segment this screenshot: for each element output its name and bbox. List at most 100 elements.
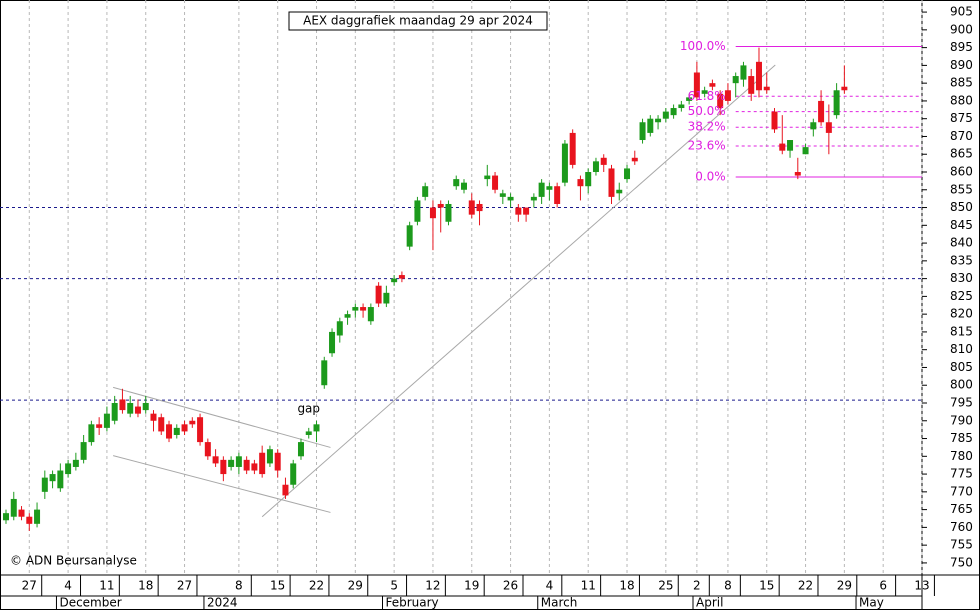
candle-body: [818, 100, 825, 123]
fib-label: 50.0%: [688, 104, 726, 118]
candle-body: [825, 122, 832, 133]
candle-body: [422, 186, 429, 197]
candle-body: [709, 83, 716, 87]
y-tick-label: 795: [950, 395, 973, 409]
candle-body: [608, 168, 615, 197]
candle-body: [437, 203, 444, 208]
overlays: [0, 46, 922, 518]
candle-body: [569, 132, 576, 165]
trend-line: [261, 64, 776, 518]
x-tick-label: 27: [177, 579, 192, 593]
candle-body: [639, 122, 646, 141]
candle-body: [103, 413, 110, 428]
candle-body: [499, 193, 506, 197]
chart-title: AEX daggrafiek maandag 29 apr 2024: [303, 14, 533, 28]
y-tick-label: 830: [950, 271, 973, 285]
candle-body: [484, 175, 491, 180]
fib-label: 0.0%: [695, 169, 726, 183]
candle-body: [678, 104, 685, 109]
candle-body: [204, 442, 211, 457]
candle-body: [732, 76, 739, 84]
candle-body: [142, 402, 149, 411]
y-tick-label: 840: [950, 236, 973, 250]
y-tick-label: 815: [950, 324, 973, 338]
candle-body: [367, 307, 374, 322]
candle-body: [189, 420, 196, 425]
candle-body: [507, 196, 514, 201]
x-tick-label: 19: [464, 579, 479, 593]
x-tick-label: 15: [270, 579, 285, 593]
candle-body: [724, 90, 731, 101]
candle-body: [266, 449, 273, 464]
candle-body: [127, 402, 134, 414]
y-tick-label: 760: [950, 520, 973, 534]
candle-body: [538, 182, 545, 197]
candle-body: [88, 424, 95, 443]
x-tick-label: 18: [138, 579, 153, 593]
candle-body: [259, 452, 266, 475]
candle-body: [10, 498, 17, 517]
candle-body: [841, 86, 848, 91]
fib-label: 38.2%: [688, 120, 726, 134]
candle-body: [662, 111, 669, 119]
candle-body: [406, 225, 413, 247]
title-box: [288, 11, 548, 31]
trend-line: [112, 455, 331, 513]
x-tick-label: 8: [235, 579, 243, 593]
candle-body: [655, 118, 662, 123]
y-tick-label: 765: [950, 502, 973, 516]
candle-body: [693, 72, 700, 98]
x-tick-label: 2: [693, 579, 701, 593]
y-tick-label: 805: [950, 360, 973, 374]
candle-body: [336, 321, 343, 336]
y-tick-label: 875: [950, 111, 973, 125]
candle-body: [181, 424, 188, 432]
candle-body: [631, 157, 638, 162]
candle-body: [282, 484, 289, 496]
candle-body: [235, 456, 242, 467]
candle-body: [158, 417, 165, 432]
annotation: gap: [297, 402, 320, 416]
candle-body: [166, 424, 173, 439]
candle-body: [717, 93, 724, 109]
x-tick-label: 25: [658, 579, 673, 593]
candle-body: [119, 399, 126, 411]
candle-body: [414, 200, 421, 222]
y-tick-label: 870: [950, 129, 973, 143]
candle-body: [111, 402, 118, 421]
y-tick-label: 770: [950, 484, 973, 498]
y-tick-label: 905: [950, 5, 973, 19]
month-label: March: [541, 596, 578, 610]
y-tick-label: 850: [950, 200, 973, 214]
candle-body: [26, 516, 33, 524]
candle-body: [802, 147, 809, 155]
y-tick-label: 800: [950, 378, 973, 392]
x-tick-label: 11: [581, 579, 596, 593]
x-tick-label: 13: [914, 579, 929, 593]
y-tick-label: 890: [950, 58, 973, 72]
candle-body: [554, 186, 561, 204]
candle-body: [546, 186, 553, 190]
x-tick-label: 5: [390, 579, 398, 593]
candle-body: [600, 157, 607, 165]
candle-body: [18, 509, 25, 517]
x-tick-label: 12: [425, 579, 440, 593]
y-tick-label: 820: [950, 307, 973, 321]
fib-label: 100.0%: [680, 39, 726, 53]
candle-body: [173, 427, 180, 435]
candle-body: [794, 172, 801, 176]
y-tick-label: 785: [950, 431, 973, 445]
x-tick-label: 22: [798, 579, 813, 593]
x-tick-label: 4: [64, 579, 72, 593]
month-label: May: [859, 596, 884, 610]
candle-body: [461, 182, 467, 190]
candle-body: [523, 207, 530, 215]
candle-body: [383, 292, 390, 304]
candle-body: [670, 108, 677, 116]
candle-body: [49, 474, 56, 482]
candle-body: [585, 172, 592, 187]
y-tick-label: 790: [950, 413, 973, 427]
y-tick-label: 855: [950, 182, 973, 196]
candle-body: [251, 463, 258, 471]
